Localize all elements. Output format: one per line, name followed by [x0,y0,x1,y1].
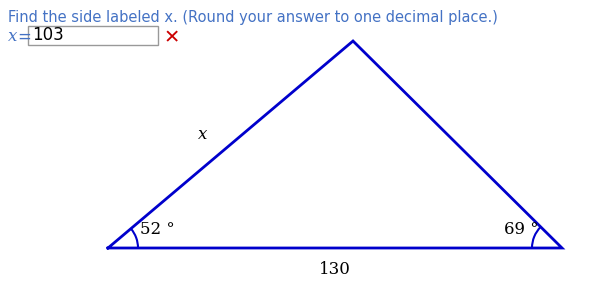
Text: =: = [17,28,31,46]
Text: 69 °: 69 ° [504,222,538,238]
Text: x: x [198,126,207,143]
Text: 103: 103 [32,27,64,44]
Text: 130: 130 [319,262,351,278]
Text: ✕: ✕ [164,28,180,47]
Text: x: x [8,28,18,45]
FancyBboxPatch shape [28,26,158,45]
Text: Find the side labeled x. (Round your answer to one decimal place.): Find the side labeled x. (Round your ans… [8,10,498,25]
Text: 52 °: 52 ° [140,222,175,238]
